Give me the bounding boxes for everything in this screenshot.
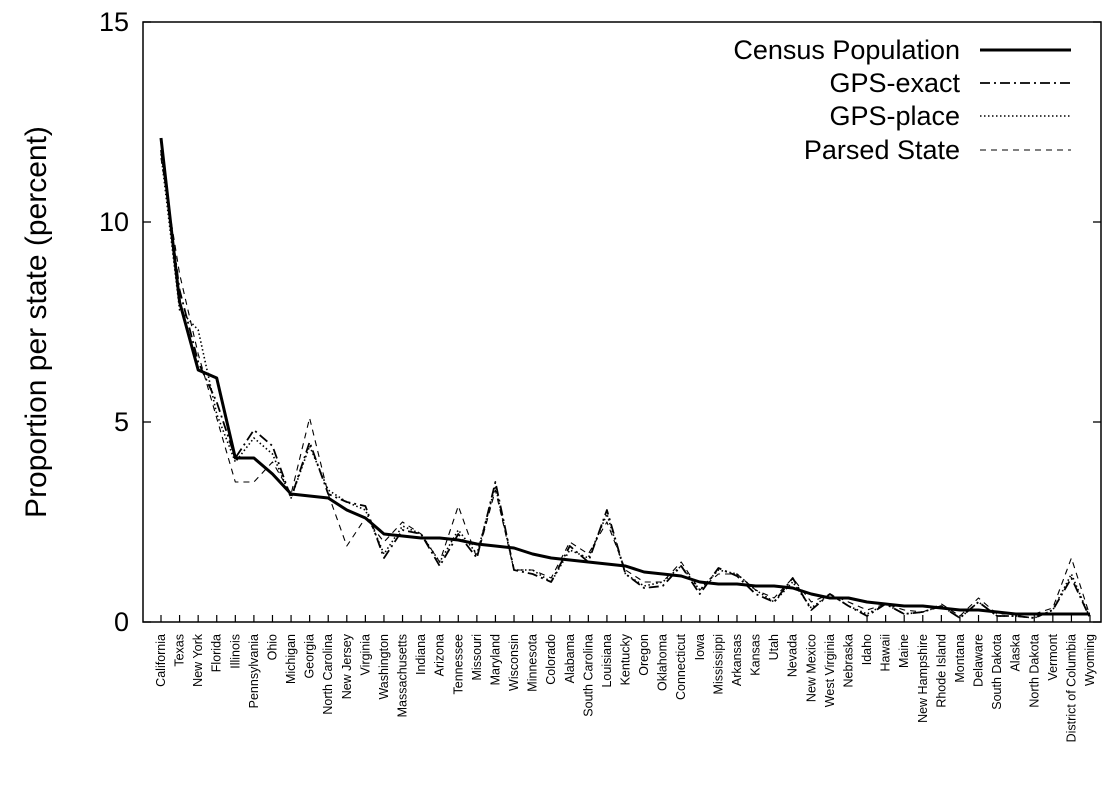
x-tick-label: North Dakota xyxy=(1027,634,1041,708)
x-tick-label: Wisconsin xyxy=(507,634,521,691)
plot-frame xyxy=(142,21,1102,623)
x-tick-label: Alabama xyxy=(563,634,577,683)
y-tick-label: 10 xyxy=(99,207,129,237)
y-tick-label: 5 xyxy=(114,407,129,437)
series-line-census-population xyxy=(159,137,1090,616)
x-tick-label: Nebraska xyxy=(841,634,855,688)
x-tick-label: Ohio xyxy=(265,634,279,660)
x-tick-label: Utah xyxy=(767,634,781,660)
x-tick-label: New Jersey xyxy=(340,633,354,699)
x-tick-label: South Carolina xyxy=(581,634,595,717)
x-tick-label: Virginia xyxy=(358,634,372,676)
y-tick-label: 15 xyxy=(99,7,129,37)
x-tick-label: District of Columbia xyxy=(1064,634,1078,742)
x-tick-label: Nevada xyxy=(786,634,800,677)
x-tick-label: Massachusetts xyxy=(396,634,410,717)
legend-label: GPS-place xyxy=(829,101,960,131)
x-tick-label: New Hampshire xyxy=(916,634,930,723)
legend-label: Census Population xyxy=(733,35,960,65)
x-tick-label: Louisiana xyxy=(600,634,614,688)
x-tick-label: Kentucky xyxy=(619,633,633,685)
x-tick-label: Rhode Island xyxy=(934,634,948,708)
x-tick-label: Tennessee xyxy=(451,634,465,695)
x-tick-label: Michigan xyxy=(284,634,298,684)
x-tick-label: Indiana xyxy=(414,634,428,675)
y-axis-label: Proportion per state (percent) xyxy=(20,126,53,518)
y-tick-label: 0 xyxy=(114,607,129,637)
x-tick-label: Georgia xyxy=(303,634,317,679)
x-tick-label: Florida xyxy=(210,634,224,672)
series-line-parsed-state xyxy=(160,157,1091,617)
x-tick-label: Pennsylvania xyxy=(247,634,261,708)
x-tick-label: Washington xyxy=(377,634,391,700)
legend-label: GPS-exact xyxy=(829,68,960,98)
x-tick-label: Minnesota xyxy=(526,634,540,692)
x-tick-label: Iowa xyxy=(693,634,707,660)
x-tick-label: Oklahoma xyxy=(656,634,670,691)
x-tick-label: Delaware xyxy=(972,634,986,687)
x-tick-label: Connecticut xyxy=(674,633,688,700)
x-tick-label: New Mexico xyxy=(804,634,818,702)
series-group xyxy=(159,137,1091,619)
x-tick-label: Alaska xyxy=(1009,634,1023,672)
x-tick-label: Arizona xyxy=(433,634,447,676)
x-tick-label: Texas xyxy=(173,634,187,667)
x-tick-label: Maryland xyxy=(488,634,502,685)
x-tick-label: Arkansas xyxy=(730,634,744,686)
legend-label: Parsed State xyxy=(804,135,960,165)
tick-group: 0 5 10 15 California Texas New York Florida Illi… xyxy=(99,7,1101,742)
x-tick-label: Mississippi xyxy=(711,634,725,694)
x-tick-label: Kansas xyxy=(749,634,763,676)
x-tick-label: West Virginia xyxy=(823,634,837,707)
x-tick-label: North Carolina xyxy=(321,634,335,715)
x-tick-label: Hawaii xyxy=(879,634,893,672)
x-tick-label: Maine xyxy=(897,634,911,668)
x-tick-label: New York xyxy=(191,633,205,687)
x-tick-label: Colorado xyxy=(544,634,558,685)
x-tick-label: California xyxy=(154,634,168,687)
x-tick-label: Montana xyxy=(953,634,967,683)
series-line-gps-exact xyxy=(160,149,1091,619)
x-tick-label: South Dakota xyxy=(990,634,1004,710)
x-tick-label: Vermont xyxy=(1046,633,1060,680)
x-tick-label: Idaho xyxy=(860,634,874,665)
x-tick-label: Oregon xyxy=(637,634,651,676)
x-tick-label: Wyoming xyxy=(1083,634,1097,686)
series-line-gps-place xyxy=(160,153,1091,619)
x-tick-label: Missouri xyxy=(470,634,484,681)
x-tick-label: Illinois xyxy=(228,634,242,669)
